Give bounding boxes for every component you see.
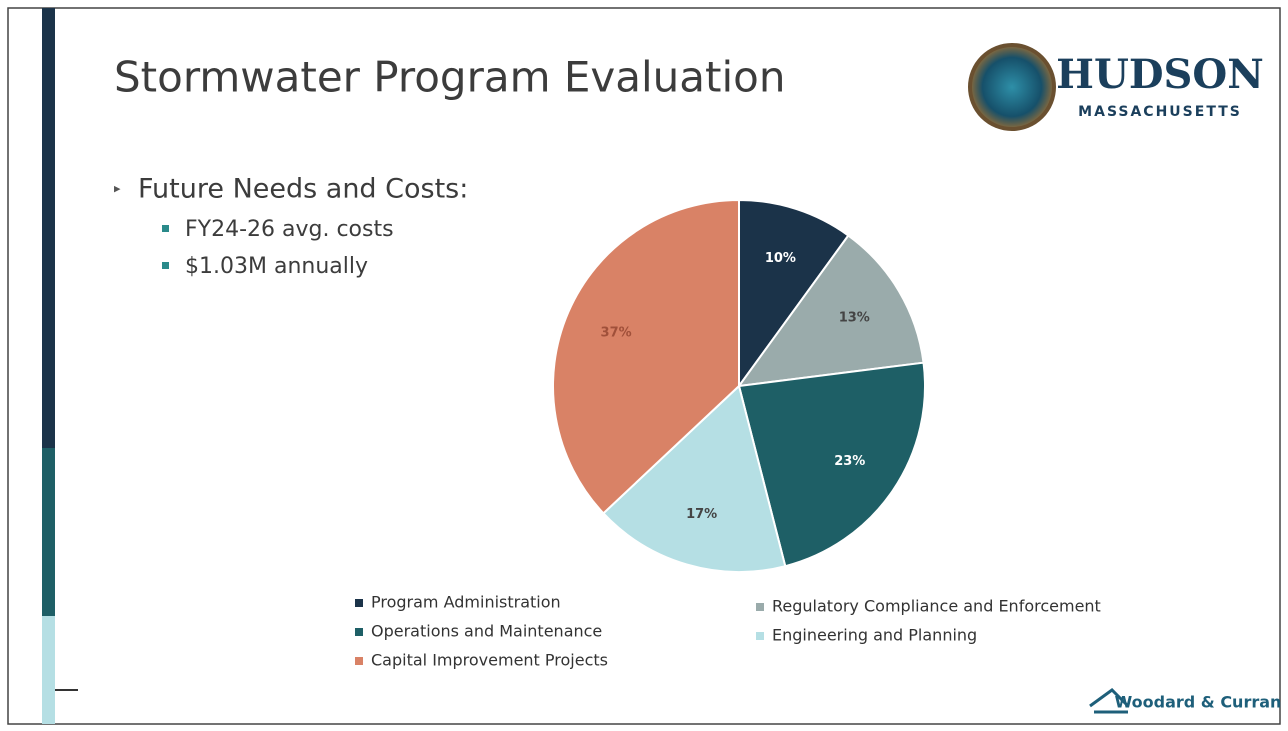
sub-bullet: $1.03M annually [185,254,368,279]
legend-label: Engineering and Planning [772,626,977,645]
legend-swatch [355,657,363,665]
data-label: 23% [834,454,865,469]
legend-label: Capital Improvement Projects [371,651,608,670]
data-label: 13% [839,310,870,325]
pie-slice [552,198,740,515]
legend-swatch [355,599,363,607]
logo-state: MASSACHUSETTS [1078,104,1242,120]
logo-name: HUDSON [1056,51,1264,98]
bullet: Future Needs and Costs: [138,174,468,205]
legend-swatch [756,632,764,640]
legend-label: Operations and Maintenance [371,622,602,641]
sub-bullet-marker [162,262,169,269]
sub-bullet-marker [162,225,169,232]
legend-label: Regulatory Compliance and Enforcement [772,597,1101,616]
side-bar-bottom [42,616,55,724]
pie-slice [601,384,787,573]
slide-title: Stormwater Program Evaluation [114,53,785,102]
footer-icon [1089,688,1130,714]
town-seal [968,43,1056,131]
footer-logo: Woodard & Curran [1115,693,1282,712]
pie-slice [737,361,926,568]
side-bar-middle [42,448,55,616]
legend-swatch [756,603,764,611]
data-label: 37% [601,325,632,340]
legend-label: Program Administration [371,593,561,612]
side-bar-top [42,8,55,448]
bullet-arrow: ▸ [114,182,121,197]
data-label: 10% [765,251,796,266]
sub-bullet: FY24-26 avg. costs [185,217,394,242]
data-label: 17% [686,507,717,522]
pie-chart: 10% 13% 23% 17% 37% Program Administration Reg… [355,198,1101,670]
pie-slice [738,198,850,390]
pie-slice [736,234,925,388]
legend-swatch [355,628,363,636]
